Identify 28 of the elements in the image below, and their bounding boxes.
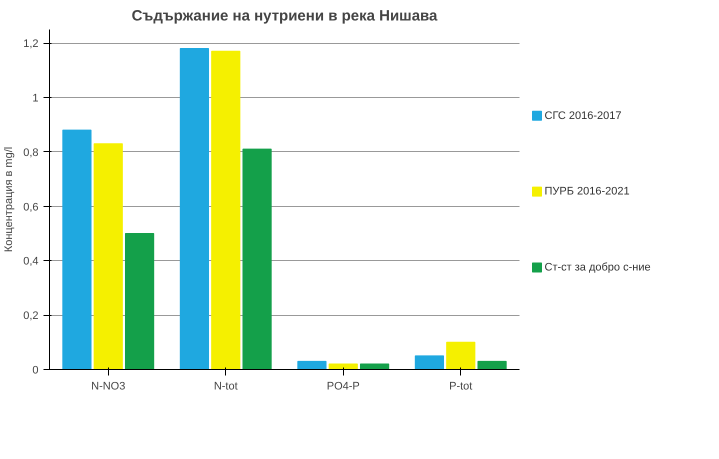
y-tick-label: 0,6 — [23, 201, 39, 214]
bar — [211, 50, 240, 370]
x-tick-label: N-tot — [214, 380, 238, 392]
legend-label: СГС 2016-2017 — [544, 110, 622, 122]
bar — [360, 364, 390, 370]
y-axis-title: Концентрация в mg/l — [3, 146, 16, 252]
chart-title: Съдържание на нутриени в река Нишава — [132, 8, 438, 24]
x-tick-label: P-tot — [449, 380, 472, 392]
legend-label: Ст-ст за добро с-ние — [544, 262, 651, 274]
bar — [446, 342, 476, 370]
y-tick-label: 0,4 — [23, 256, 39, 268]
bar — [124, 233, 154, 370]
legend-label: ПУРБ 2016-2021 — [544, 186, 630, 198]
bar — [94, 143, 123, 370]
x-tick-label: PO4-P — [326, 380, 360, 392]
bar — [242, 148, 272, 370]
y-tick-label: 0,2 — [23, 310, 39, 322]
bar — [62, 130, 92, 370]
bar — [180, 48, 210, 370]
x-tick-label: N-NO3 — [91, 380, 126, 392]
y-tick-label: 1 — [32, 92, 39, 104]
y-tick-label: 1,2 — [23, 38, 39, 50]
bar — [297, 360, 327, 370]
y-tick-label: 0,8 — [23, 146, 39, 159]
y-tick-label: 0 — [32, 364, 39, 376]
bar — [414, 355, 444, 370]
bar — [328, 364, 358, 370]
bar — [477, 360, 507, 370]
